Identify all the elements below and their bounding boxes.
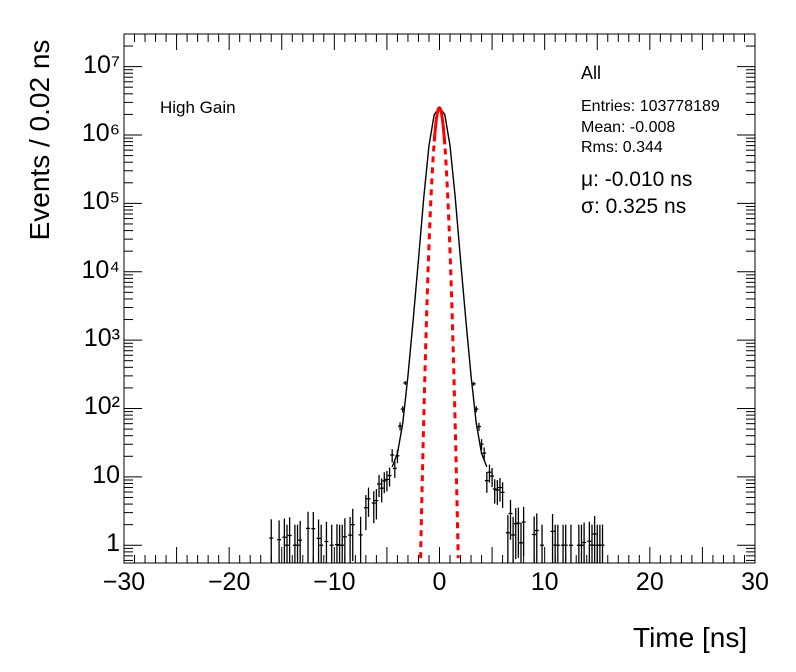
gaussian-fit [419,106,460,559]
stats-rms: Rms: 0.344 [581,139,663,156]
y-tick-label: 10⁴ [81,255,120,284]
x-tick-label: −20 [207,568,251,596]
y-tick-label: 10 [92,460,120,489]
y-tick-label: 10⁶ [81,118,120,147]
histogram-profile [391,106,488,468]
y-tick-label: 10² [83,392,120,421]
x-tick-label: 0 [432,568,447,596]
x-tick-label: −10 [313,568,356,596]
y-tick-label: 10⁷ [83,50,120,79]
x-axis-label: Time [ns] [633,622,748,653]
stats-title: All [581,63,602,83]
high-gain-label: High Gain [160,98,236,117]
y-tick-label: 1 [106,529,120,558]
fit-mu-text: μ: -0.010 ns [581,168,693,191]
fit-curve-core [432,106,447,145]
x-tick-label: 30 [741,568,769,596]
stats-mean: Mean: -0.008 [581,119,676,136]
stats-entries: Entries: 103778189 [581,98,720,115]
y-tick-label: 10³ [83,324,120,353]
x-tick-label: 20 [635,568,664,596]
x-tick-label: 10 [530,568,559,596]
fit-sigma-text: σ: 0.325 ns [581,195,687,218]
histogram-series [269,106,605,563]
x-tick-label: −30 [102,568,146,596]
y-tick-label: 10⁵ [81,187,120,216]
fit-curve-left-dashed [419,134,437,559]
y-axis-label: Events / 0.02 ns [24,39,55,241]
axis-ticks [123,33,756,563]
fit-curve-right-dashed [442,137,460,559]
